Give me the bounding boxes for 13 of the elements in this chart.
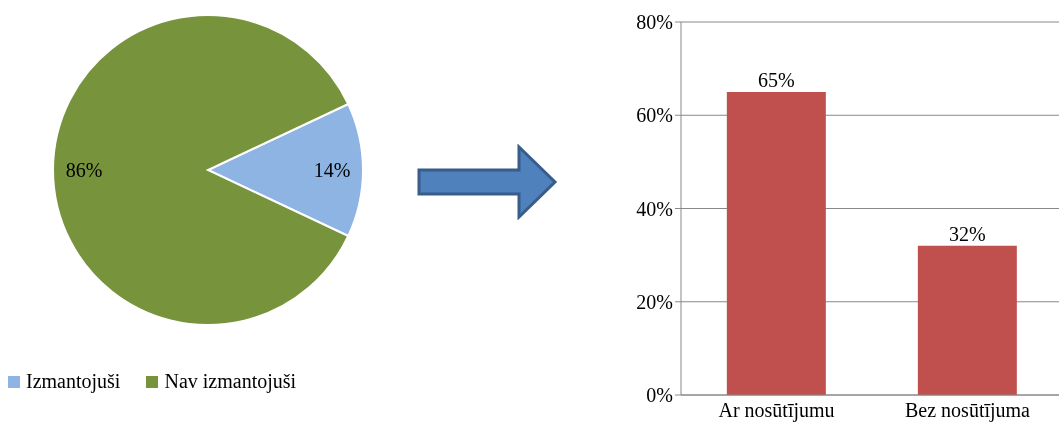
data-label: 14% <box>313 159 351 181</box>
y-tick-label: 40% <box>636 197 673 220</box>
legend-label: Nav izmantojuši <box>164 370 297 393</box>
y-tick-label: 20% <box>636 290 673 313</box>
legend-label: Izmantojuši <box>26 370 121 393</box>
y-tick-label: 0% <box>646 384 673 407</box>
y-tick-label: 60% <box>636 104 673 127</box>
y-tick-label: 80% <box>636 11 673 34</box>
data-label: 32% <box>949 222 986 245</box>
x-tick-label: Ar nosūtījumu <box>718 399 835 423</box>
data-label: 86% <box>65 159 103 181</box>
data-label: 65% <box>758 68 795 91</box>
x-tick-label: Bez nosūtījuma <box>905 399 1031 423</box>
